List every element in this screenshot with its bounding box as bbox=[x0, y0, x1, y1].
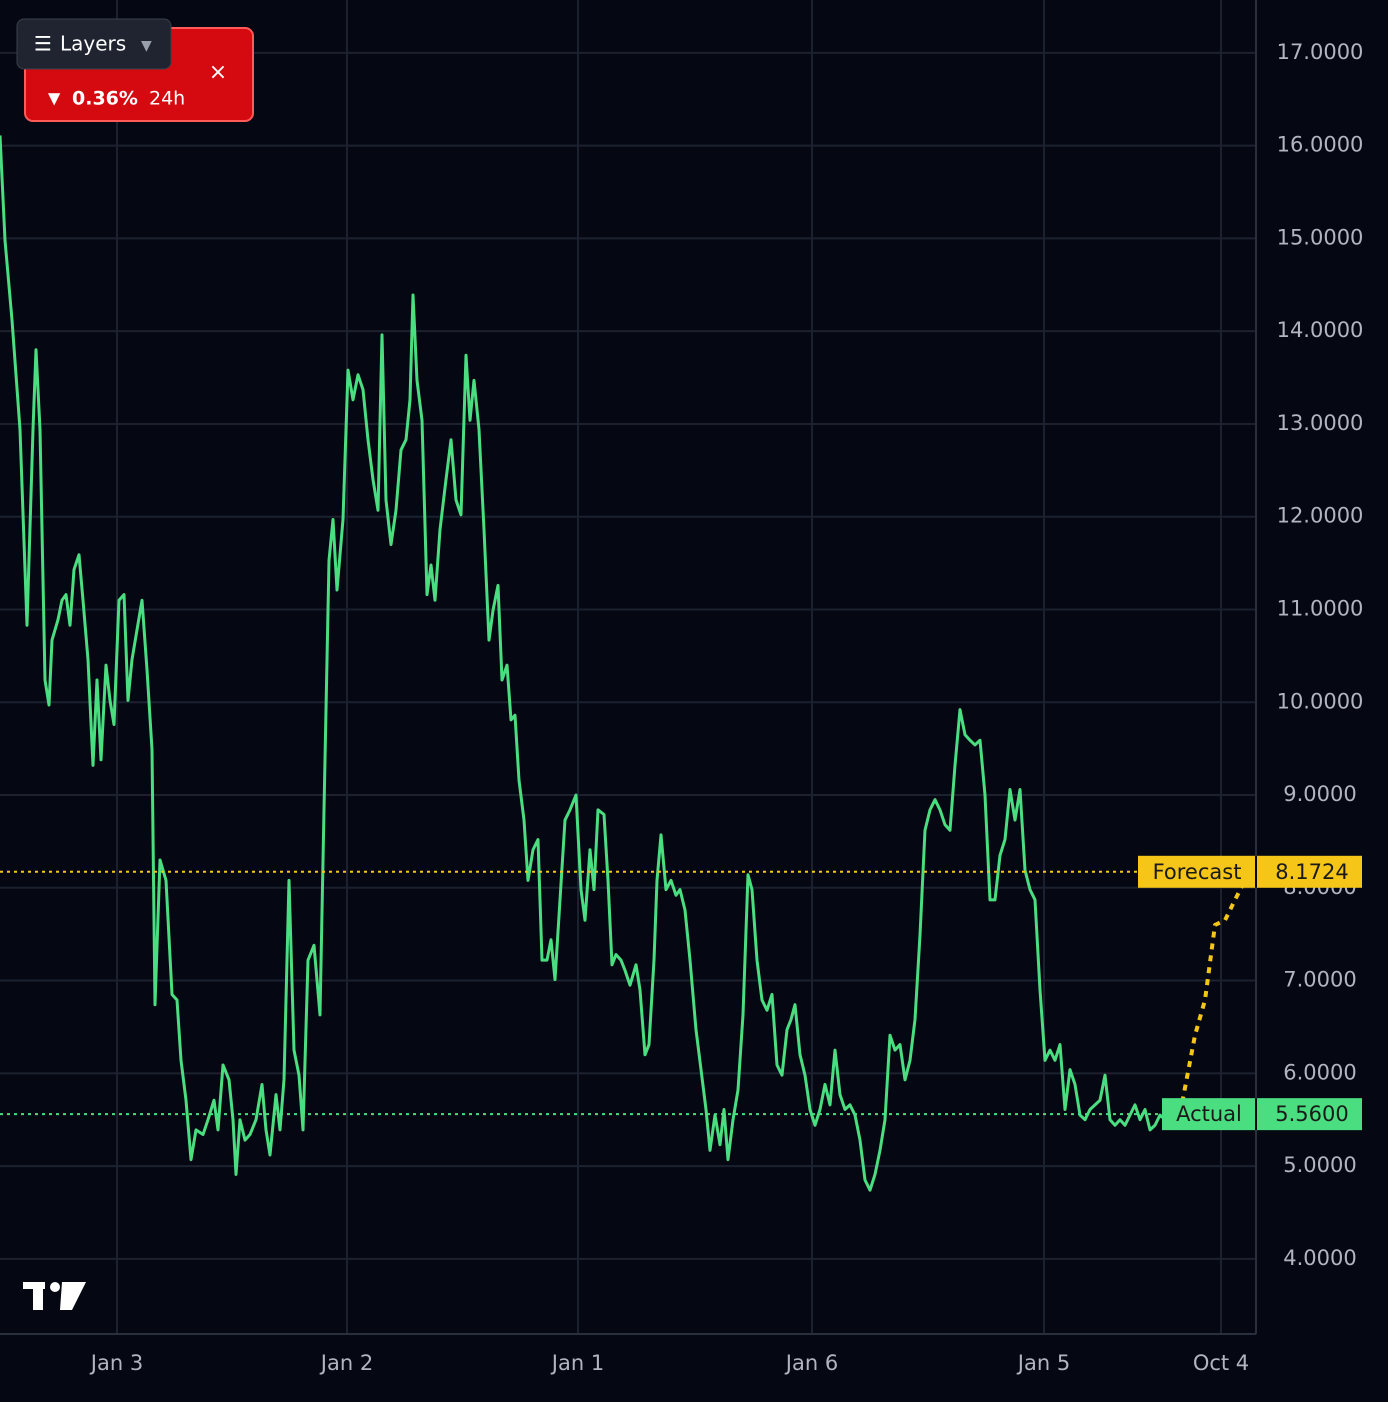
line-series bbox=[0, 135, 1180, 1192]
y-tick-label: 12.0000 bbox=[1277, 504, 1364, 528]
period: 24h bbox=[149, 88, 185, 110]
x-tick-label: Oct 4 bbox=[1193, 1351, 1249, 1375]
y-tick-label: 15.0000 bbox=[1277, 225, 1364, 249]
change: 0.36% bbox=[72, 88, 138, 110]
level-label-box bbox=[1138, 855, 1362, 888]
y-tick-label: 5.0000 bbox=[1283, 1153, 1356, 1177]
grid bbox=[0, 0, 1256, 1334]
x-tick-label: Jan 1 bbox=[550, 1351, 604, 1375]
y-tick-label: 14.0000 bbox=[1277, 318, 1364, 342]
close-button[interactable]: × bbox=[209, 60, 227, 85]
logo-part bbox=[50, 1282, 60, 1292]
menu-icon: ☰ bbox=[34, 32, 52, 56]
price-widget: ▼ 0.36% 24h × ☰ Layers ▼ bbox=[16, 18, 254, 122]
level-label-box bbox=[1162, 1098, 1362, 1131]
y-tick-label: 17.0000 bbox=[1277, 40, 1364, 64]
y-tick-label: 4.0000 bbox=[1283, 1246, 1356, 1270]
plot bbox=[0, 135, 1256, 1192]
level-name: Forecast bbox=[1153, 860, 1242, 884]
y-tick-label: 10.0000 bbox=[1277, 689, 1364, 713]
level-value: 8.1724 bbox=[1275, 860, 1348, 884]
y-tick-label: 16.0000 bbox=[1277, 133, 1364, 157]
logo-part bbox=[60, 1282, 86, 1310]
y-tick-label: 9.0000 bbox=[1283, 782, 1356, 806]
level-name: Actual bbox=[1176, 1102, 1242, 1126]
x-tick-label: Jan 3 bbox=[89, 1351, 143, 1375]
axes: 4.00005.00006.00007.00008.00009.000010.0… bbox=[89, 40, 1364, 1375]
layers-button[interactable] bbox=[16, 18, 172, 70]
y-tick-label: 13.0000 bbox=[1277, 411, 1364, 435]
dropdown-icon: ▼ bbox=[141, 38, 152, 54]
y-tick-label: 11.0000 bbox=[1277, 596, 1364, 620]
layers-label[interactable]: Layers bbox=[60, 32, 126, 56]
down-arrow: ▼ bbox=[48, 89, 61, 108]
x-tick-label: Jan 6 bbox=[784, 1351, 838, 1375]
line-series bbox=[1178, 879, 1247, 1115]
y-tick-label: 6.0000 bbox=[1283, 1060, 1356, 1084]
logo-part bbox=[33, 1282, 43, 1310]
x-tick-label: Jan 5 bbox=[1016, 1351, 1070, 1375]
y-tick-label: 7.0000 bbox=[1283, 968, 1356, 992]
level-value: 5.5600 bbox=[1275, 1102, 1348, 1126]
x-tick-label: Jan 2 bbox=[319, 1351, 373, 1375]
tradingview-logo bbox=[23, 1282, 86, 1310]
